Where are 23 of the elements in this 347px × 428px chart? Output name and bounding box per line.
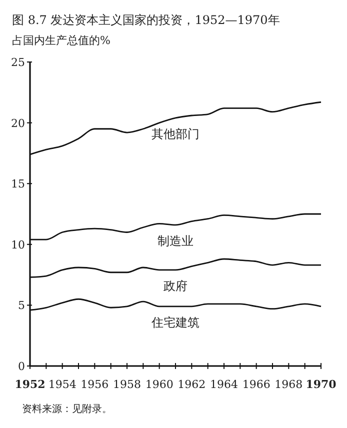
x-tick-label: 1964: [210, 378, 238, 391]
y-tick-label: 15: [11, 178, 25, 191]
x-tick-label: 1952: [14, 378, 46, 391]
x-tick-label: 1954: [48, 378, 76, 391]
series-label: 其他部门: [152, 126, 200, 141]
x-tick-label: 1970: [306, 378, 337, 391]
series-label: 住宅建筑: [150, 315, 200, 330]
x-tick-label: 1956: [80, 378, 109, 391]
y-tick-label: 0: [18, 360, 25, 373]
y-tick-label: 5: [18, 299, 25, 312]
x-tick-label: 1958: [113, 378, 141, 391]
x-tick-label: 1968: [274, 378, 303, 391]
y-tick-label: 25: [11, 56, 25, 69]
y-tick-label: 10: [11, 238, 25, 252]
series-label: 制造业: [158, 234, 194, 248]
series-label: 政府: [164, 278, 188, 293]
x-tick-label: 1966: [242, 378, 270, 391]
x-tick-label: 1960: [145, 378, 174, 391]
chart-subtitle: 占国内生产总值的%: [12, 34, 110, 47]
text: 资料来源：见附录。: [22, 403, 112, 415]
chart-title: 图 8.7 发达资本主义国家的投资，1952—1970年: [12, 13, 280, 27]
x-tick-label: 1962: [178, 378, 206, 391]
y-tick-label: 20: [11, 116, 25, 130]
